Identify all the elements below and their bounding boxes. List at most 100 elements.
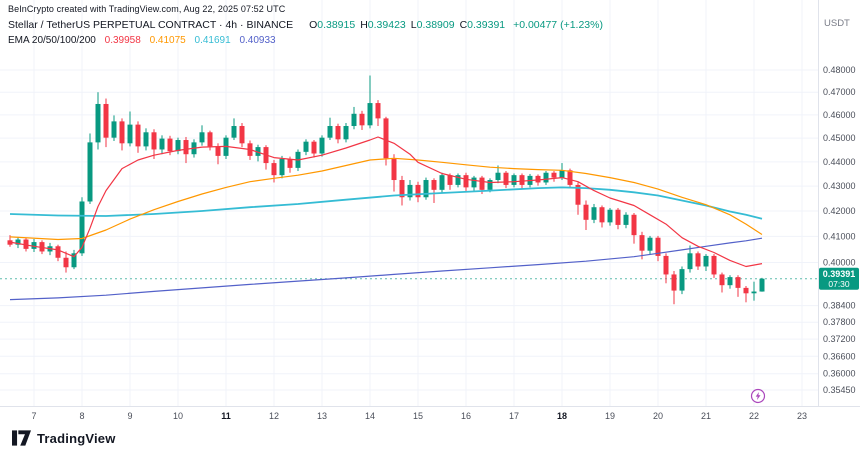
time-axis[interactable]: 7 8 9 10 11 12 13 14 15 16 17 18 19 20 21 22 23 (31, 411, 807, 421)
time-axis-label: 11 (221, 411, 231, 421)
time-axis-label: 12 (269, 411, 279, 421)
candle (479, 175, 485, 195)
open-label: O (309, 19, 318, 31)
candle (31, 239, 37, 252)
candle (567, 168, 573, 189)
price-axis-label: 0.38400 (823, 301, 856, 311)
ema-50-line (9, 157, 763, 241)
ema-20-line (9, 136, 763, 268)
candle (455, 173, 461, 188)
candle (319, 135, 325, 157)
price-axis[interactable]: 0.48000 0.47000 0.46000 0.45000 0.44000 0.430… (823, 65, 856, 395)
price-axis-label: 0.44000 (823, 157, 856, 167)
price-axis-label: 0.35450 (823, 385, 856, 395)
lightning-circle-icon[interactable] (750, 388, 766, 404)
price-axis-label: 0.36000 (823, 369, 856, 379)
ema50-value: 0.41075 (149, 35, 186, 46)
candle (239, 123, 245, 148)
ema-100-line (9, 186, 763, 220)
candle (375, 100, 381, 127)
candle (447, 173, 453, 190)
indicator-row[interactable]: EMA 20/50/100/200 0.39958 0.41075 0.4169… (8, 35, 603, 46)
candle (135, 121, 141, 153)
low-label: L (410, 19, 417, 31)
candle (511, 173, 517, 188)
candle (215, 143, 221, 165)
time-axis-label: 8 (79, 411, 84, 421)
open-value: 0.38915 (317, 19, 356, 31)
time-axis-label: 18 (557, 411, 567, 421)
candle (167, 135, 173, 156)
attribution-text: BeInCrypto created with TradingView.com,… (8, 4, 286, 14)
candle (551, 171, 557, 182)
candle (311, 140, 317, 158)
candle (431, 178, 437, 203)
candle (471, 175, 477, 191)
candle (367, 75, 373, 129)
candle (271, 159, 277, 183)
candle (607, 207, 613, 226)
candle (327, 117, 333, 141)
candle (199, 125, 205, 146)
price-axis-label: 0.46000 (823, 110, 856, 120)
candle (631, 213, 637, 244)
candle (279, 155, 285, 179)
time-axis-label: 14 (365, 411, 375, 421)
symbol-title[interactable]: Stellar / TetherUS PERPETUAL CONTRACT · … (8, 19, 294, 31)
candle (351, 106, 357, 130)
candle (391, 154, 397, 192)
time-axis-label: 10 (173, 411, 183, 421)
tradingview-logo-text[interactable]: TradingView (37, 430, 116, 446)
bar-countdown-text: 07:30 (828, 279, 850, 289)
candle (15, 236, 21, 249)
candle (151, 129, 157, 159)
candle (359, 110, 365, 130)
candle (335, 123, 341, 144)
candle (111, 115, 117, 141)
candle (679, 266, 685, 295)
time-axis-label: 13 (317, 411, 327, 421)
price-axis-label: 0.41000 (823, 231, 856, 241)
price-axis-label: 0.47000 (823, 87, 856, 97)
candle (559, 163, 565, 181)
candle (231, 118, 237, 141)
price-axis-label: 0.37200 (823, 334, 856, 344)
candle (87, 133, 93, 204)
candle (623, 212, 629, 229)
candle (263, 145, 269, 170)
time-axis-label: 7 (31, 411, 36, 421)
candle (743, 285, 749, 303)
candle (583, 200, 589, 231)
candle (687, 245, 693, 273)
candle (463, 172, 469, 192)
chart-canvas[interactable]: 0.48000 0.47000 0.46000 0.45000 0.44000 0.430… (0, 0, 860, 425)
ema100-value: 0.41691 (194, 35, 231, 46)
candle (127, 111, 133, 147)
candle (63, 251, 69, 273)
close-label: C (459, 19, 468, 31)
time-axis-label: 16 (461, 411, 471, 421)
candle (71, 249, 77, 270)
candle (399, 175, 405, 206)
candle (503, 171, 509, 189)
candle (487, 178, 493, 193)
price-axis-label: 0.43000 (823, 181, 856, 191)
candle (343, 123, 349, 143)
candle (575, 182, 581, 215)
candle (183, 136, 189, 164)
candle (759, 277, 765, 292)
candle (735, 275, 741, 297)
ema-200-line (9, 237, 763, 301)
candle (255, 144, 261, 162)
tradingview-logo-icon[interactable] (12, 430, 31, 446)
candle (423, 177, 429, 200)
candle (671, 270, 677, 305)
candle (95, 92, 101, 150)
candle (495, 165, 501, 184)
time-axis-label: 15 (413, 411, 423, 421)
candle (719, 272, 725, 293)
time-axis-label: 23 (797, 411, 807, 421)
last-price-text: 0.39391 (823, 269, 856, 279)
